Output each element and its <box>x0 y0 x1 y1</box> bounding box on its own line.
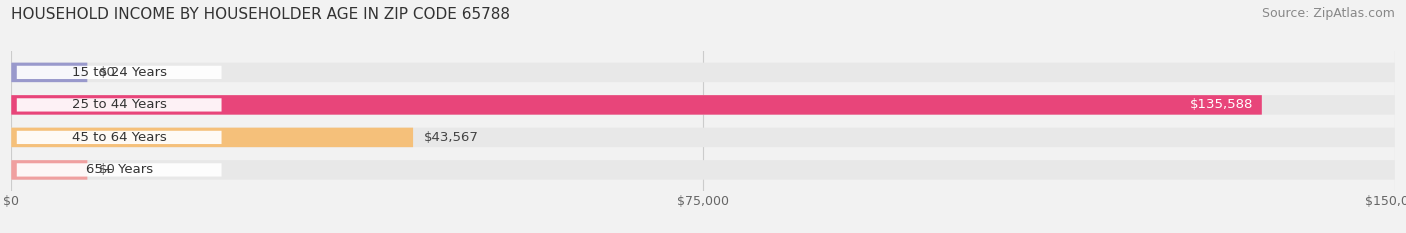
Text: $135,588: $135,588 <box>1189 98 1254 111</box>
FancyBboxPatch shape <box>11 63 87 82</box>
FancyBboxPatch shape <box>17 163 222 177</box>
FancyBboxPatch shape <box>11 95 1395 115</box>
Text: 45 to 64 Years: 45 to 64 Years <box>72 131 166 144</box>
FancyBboxPatch shape <box>17 66 222 79</box>
FancyBboxPatch shape <box>17 98 222 112</box>
Text: 15 to 24 Years: 15 to 24 Years <box>72 66 167 79</box>
FancyBboxPatch shape <box>11 128 1395 147</box>
Text: Source: ZipAtlas.com: Source: ZipAtlas.com <box>1261 7 1395 20</box>
Text: $43,567: $43,567 <box>425 131 479 144</box>
FancyBboxPatch shape <box>11 160 1395 180</box>
Text: 25 to 44 Years: 25 to 44 Years <box>72 98 166 111</box>
FancyBboxPatch shape <box>11 160 87 180</box>
FancyBboxPatch shape <box>11 63 1395 82</box>
Text: $0: $0 <box>98 66 115 79</box>
FancyBboxPatch shape <box>11 128 413 147</box>
FancyBboxPatch shape <box>11 95 1261 115</box>
Text: HOUSEHOLD INCOME BY HOUSEHOLDER AGE IN ZIP CODE 65788: HOUSEHOLD INCOME BY HOUSEHOLDER AGE IN Z… <box>11 7 510 22</box>
FancyBboxPatch shape <box>17 131 222 144</box>
Text: 65+ Years: 65+ Years <box>86 163 153 176</box>
Text: $0: $0 <box>98 163 115 176</box>
